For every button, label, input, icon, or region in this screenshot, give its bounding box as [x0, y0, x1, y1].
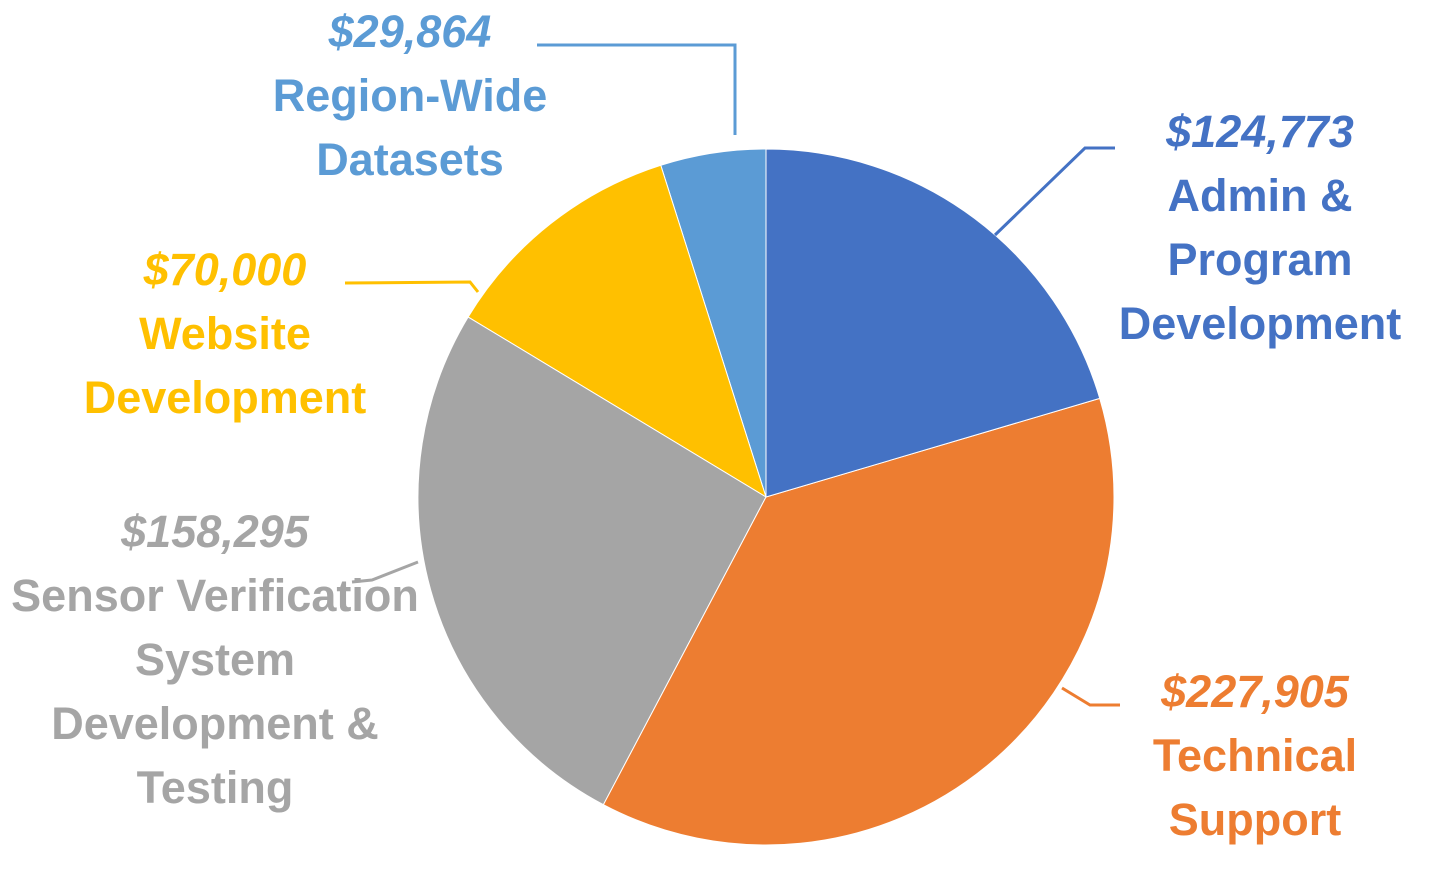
- category-label: Sensor Verification System Development &…: [11, 570, 419, 813]
- leader-line: [993, 146, 1115, 237]
- pie-slice: [467, 164, 767, 499]
- leader-line: [344, 280, 480, 293]
- slice-label: $158,295 Sensor Verification System Devel…: [5, 500, 425, 820]
- leader-line: [537, 43, 737, 135]
- category-label: Admin & Program Development: [1118, 170, 1402, 349]
- pie-slice: [765, 148, 1101, 498]
- pie-slice: [602, 397, 1115, 846]
- value-label: $227,905: [1161, 666, 1349, 717]
- slice-label: $124,773 Admin & Program Development: [1080, 100, 1439, 356]
- category-label: Region-Wide Datasets: [272, 70, 548, 185]
- category-label: Technical Support: [1152, 730, 1358, 845]
- category-label: Website Development: [83, 308, 367, 423]
- value-label: $70,000: [143, 244, 307, 295]
- slice-label: $227,905 Technical Support: [1110, 660, 1400, 852]
- leader-line: [351, 560, 419, 584]
- slice-label: $70,000 Website Development: [40, 238, 410, 430]
- value-label: $158,295: [121, 506, 309, 557]
- slice-label: $29,864 Region-Wide Datasets: [230, 0, 590, 192]
- pie-slice: [417, 316, 767, 806]
- value-label: $124,773: [1166, 106, 1354, 157]
- value-label: $29,864: [328, 6, 492, 57]
- leader-line: [1061, 686, 1120, 707]
